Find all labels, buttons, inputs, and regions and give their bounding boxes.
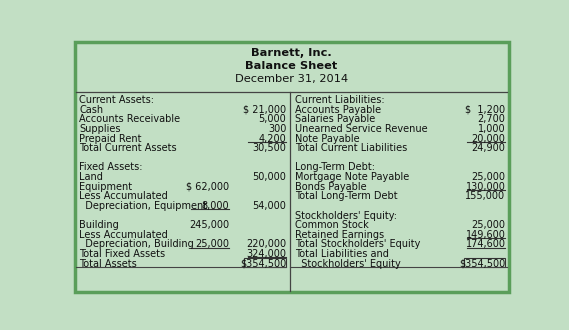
Bar [464, 258, 505, 267]
Text: 2,700: 2,700 [477, 115, 505, 124]
Text: $354,500: $354,500 [459, 258, 505, 269]
Text: Total Liabilities and: Total Liabilities and [295, 249, 389, 259]
Text: 5,000: 5,000 [258, 115, 286, 124]
Text: 20,000: 20,000 [472, 134, 505, 144]
Text: 324,000: 324,000 [246, 249, 286, 259]
Text: Balance Sheet: Balance Sheet [245, 61, 338, 71]
Text: Note Payable: Note Payable [295, 134, 360, 144]
Text: 245,000: 245,000 [189, 220, 229, 230]
Text: Unearned Service Revenue: Unearned Service Revenue [295, 124, 428, 134]
Text: 24,900: 24,900 [472, 143, 505, 153]
Text: $ 62,000: $ 62,000 [186, 182, 229, 192]
Text: Common Stock: Common Stock [295, 220, 369, 230]
Text: $ 21,000: $ 21,000 [243, 105, 286, 115]
Text: Cash: Cash [79, 105, 103, 115]
Text: Total Stockholders' Equity: Total Stockholders' Equity [295, 239, 420, 249]
Text: Depreciation, Building: Depreciation, Building [79, 239, 194, 249]
Text: 25,000: 25,000 [195, 239, 229, 249]
Text: 25,000: 25,000 [472, 172, 505, 182]
Text: Supplies: Supplies [79, 124, 121, 134]
Text: 174,600: 174,600 [465, 239, 505, 249]
Text: 220,000: 220,000 [246, 239, 286, 249]
Text: Salaries Payable: Salaries Payable [295, 115, 376, 124]
Text: Long-Term Debt:: Long-Term Debt: [295, 162, 375, 173]
Text: Current Assets:: Current Assets: [79, 95, 154, 105]
Text: 300: 300 [268, 124, 286, 134]
Text: Stockholders' Equity:: Stockholders' Equity: [295, 211, 397, 220]
Text: Less Accumulated: Less Accumulated [79, 191, 168, 201]
Text: Stockholders' Equity: Stockholders' Equity [295, 258, 401, 269]
Text: Total Current Liabilities: Total Current Liabilities [295, 143, 407, 153]
Text: Total Current Assets: Total Current Assets [79, 143, 177, 153]
Text: 54,000: 54,000 [253, 201, 286, 211]
Text: Equipment: Equipment [79, 182, 132, 192]
FancyBboxPatch shape [75, 42, 509, 292]
Text: Land: Land [79, 172, 103, 182]
Text: 25,000: 25,000 [472, 220, 505, 230]
Text: Building: Building [79, 220, 119, 230]
Text: $  1,200: $ 1,200 [465, 105, 505, 115]
Text: 130,000: 130,000 [465, 182, 505, 192]
Text: 149,600: 149,600 [465, 230, 505, 240]
Text: Less Accumulated: Less Accumulated [79, 230, 168, 240]
Text: Current Liabilities:: Current Liabilities: [295, 95, 385, 105]
Text: 30,500: 30,500 [253, 143, 286, 153]
Text: Barnett, Inc.: Barnett, Inc. [251, 48, 332, 58]
Text: Total Long-Term Debt: Total Long-Term Debt [295, 191, 398, 201]
Text: 155,000: 155,000 [465, 191, 505, 201]
Text: Retained Earnings: Retained Earnings [295, 230, 384, 240]
Text: Accounts Payable: Accounts Payable [295, 105, 381, 115]
Text: Accounts Receivable: Accounts Receivable [79, 115, 180, 124]
Text: December 31, 2014: December 31, 2014 [235, 74, 348, 84]
Text: Total Fixed Assets: Total Fixed Assets [79, 249, 165, 259]
Bar [245, 258, 286, 267]
Text: 4,200: 4,200 [258, 134, 286, 144]
Text: Total Assets: Total Assets [79, 258, 137, 269]
Text: 1,000: 1,000 [478, 124, 505, 134]
Text: Fixed Assets:: Fixed Assets: [79, 162, 143, 173]
Text: 50,000: 50,000 [253, 172, 286, 182]
Text: Prepaid Rent: Prepaid Rent [79, 134, 142, 144]
Text: Bonds Payable: Bonds Payable [295, 182, 367, 192]
Text: Depreciation, Equipment: Depreciation, Equipment [79, 201, 207, 211]
Text: Mortgage Note Payable: Mortgage Note Payable [295, 172, 409, 182]
Text: 8,000: 8,000 [201, 201, 229, 211]
Text: $354,500: $354,500 [240, 258, 286, 269]
